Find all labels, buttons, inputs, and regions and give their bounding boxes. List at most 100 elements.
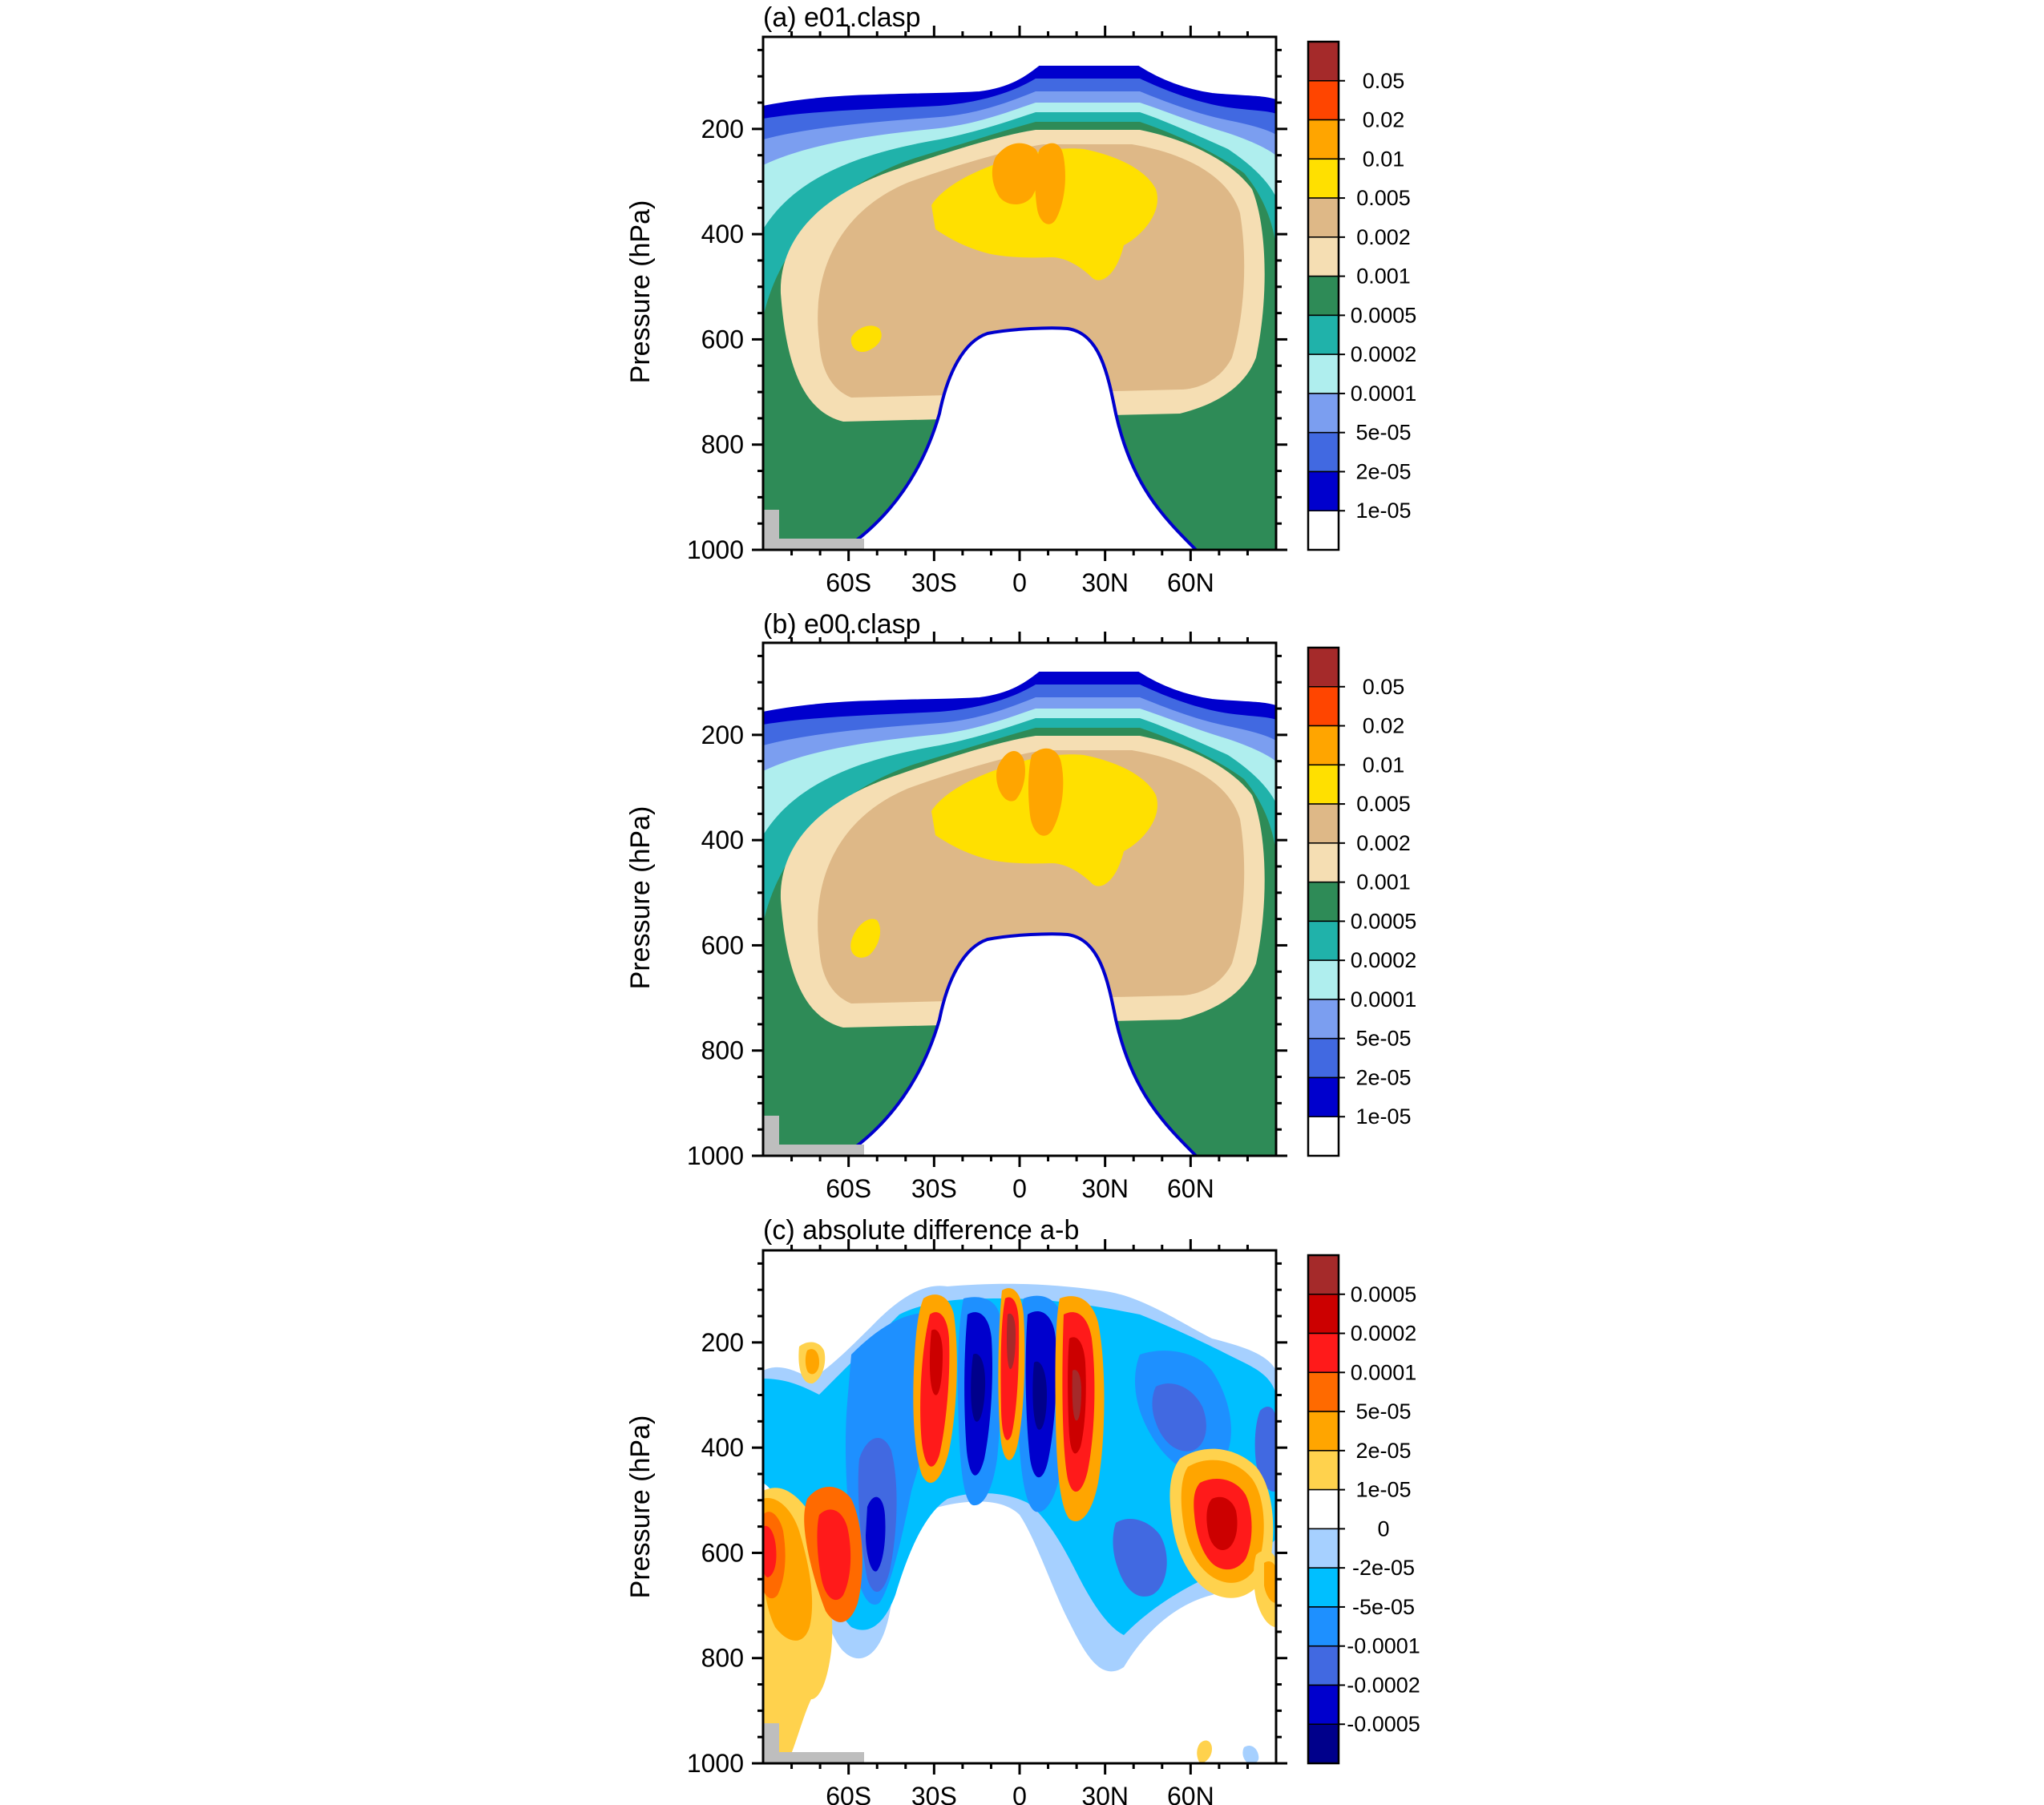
y-axis: 200 400 600 800 1000	[687, 654, 1287, 1170]
contour-filled-regions	[762, 66, 1277, 551]
colorbar-swatch	[1307, 842, 1339, 883]
x-tick-label: 60S	[826, 1782, 871, 1805]
colorbar-swatch	[1307, 803, 1339, 844]
colorbar-swatch	[1307, 119, 1339, 160]
y-tick-label: 1000	[687, 1749, 744, 1778]
colorbar-label: -0.0002	[1347, 1673, 1420, 1697]
colorbar-swatch	[1307, 510, 1339, 551]
y-axis: 200 400 600 800 1000	[687, 1262, 1287, 1778]
colorbar-label: 0.0005	[1351, 1282, 1417, 1306]
colorbar: 0.05 0.02 0.01 0.005 0.002 0.001 0.0005 0.0002 0…	[1307, 646, 1417, 1157]
x-tick-label: 0	[1012, 1174, 1027, 1203]
y-tick-label: 200	[701, 721, 744, 749]
colorbar-swatch	[1307, 197, 1339, 238]
contour-level-neg-0.0002	[1254, 1407, 1276, 1492]
contour-field	[761, 641, 1278, 1157]
colorbar-swatch	[1307, 158, 1339, 199]
colorbar-swatch	[1307, 686, 1339, 727]
contour-level-0.0002	[763, 1525, 777, 1577]
panel-b: (b) e00.clasp Pressure (hPa)	[625, 609, 1416, 1203]
contour-level-0.01	[992, 143, 1040, 204]
colorbar-label: 0.001	[1356, 870, 1411, 894]
colorbar-swatch	[1307, 1488, 1339, 1530]
y-tick-label: 1000	[687, 1141, 744, 1170]
colorbar-swatch	[1307, 881, 1339, 923]
colorbar-swatch	[1307, 80, 1339, 121]
colorbar-label: 5e-05	[1355, 1399, 1411, 1423]
colorbar-label: -5e-05	[1352, 1595, 1415, 1619]
x-tick-label: 0	[1012, 568, 1027, 597]
contour-level-5e-05	[805, 1349, 819, 1375]
y-axis-title: Pressure (hPa)	[625, 1415, 656, 1599]
topography-mask	[763, 1116, 864, 1156]
contour-level-neg-0.0002	[1152, 1383, 1206, 1452]
contour-level-0.005	[850, 325, 882, 353]
colorbar-swatch	[1307, 1371, 1339, 1412]
colorbar-label: -2e-05	[1352, 1556, 1415, 1580]
colorbar-label: -0.0005	[1347, 1712, 1420, 1736]
colorbar-swatch	[1307, 920, 1339, 961]
colorbar-swatch	[1307, 1723, 1339, 1764]
colorbar-label: 0	[1377, 1516, 1389, 1541]
x-tick-label: 60S	[826, 568, 871, 597]
colorbar: 0.05 0.02 0.01 0.005 0.002 0.001 0.0005 0.0002 0…	[1307, 40, 1416, 551]
x-tick-label: 60N	[1167, 1174, 1214, 1203]
upper-boundary-contour	[762, 66, 1277, 109]
contour-level-0.0002	[817, 1509, 851, 1601]
x-axis: 60S 30S 0 30N 60N	[790, 26, 1249, 597]
colorbar-swatch	[1307, 1645, 1339, 1686]
contour-level-0.01	[996, 750, 1025, 802]
x-tick-label: 30S	[911, 1174, 957, 1203]
y-axis-title: Pressure (hPa)	[625, 200, 656, 384]
x-tick-label: 30N	[1081, 568, 1129, 597]
colorbar-label: 5e-05	[1355, 421, 1411, 445]
colorbar-swatch	[1307, 41, 1339, 82]
x-tick-label: 60S	[826, 1174, 871, 1203]
colorbar-swatch	[1307, 1332, 1339, 1374]
x-tick-label: 60N	[1167, 568, 1214, 597]
contour-field	[761, 35, 1278, 551]
upper-boundary-contour	[762, 672, 1277, 715]
colorbar-frame	[1307, 646, 1340, 1157]
y-tick-label: 800	[701, 1036, 744, 1065]
colorbar-frame	[1307, 40, 1340, 551]
colorbar-label: 0.002	[1356, 225, 1411, 249]
colorbar-swatch	[1307, 1567, 1339, 1608]
contour-level-0.0005	[1206, 1496, 1238, 1551]
colorbar-swatch	[1307, 470, 1339, 511]
colorbar-swatch	[1307, 314, 1339, 355]
colorbar-label: 0.01	[1363, 147, 1405, 171]
colorbar-swatch	[1307, 1684, 1339, 1725]
colorbar-swatch	[1307, 999, 1339, 1040]
contour-field	[761, 1249, 1278, 1765]
colorbar-label: 0.05	[1363, 69, 1405, 93]
colorbar-label: 2e-05	[1355, 1439, 1411, 1463]
colorbar-label: 0.0005	[1351, 909, 1417, 933]
colorbar-swatch	[1307, 1528, 1339, 1569]
panel-title: (a) e01.clasp	[763, 2, 921, 33]
x-tick-label: 30S	[911, 1782, 957, 1805]
y-tick-label: 200	[701, 1328, 744, 1357]
colorbar-label: 0.005	[1356, 186, 1411, 210]
y-axis-title: Pressure (hPa)	[625, 806, 656, 990]
topography-mask	[763, 510, 864, 550]
colorbar-swatch	[1307, 959, 1339, 1000]
topography-mask	[763, 1723, 864, 1763]
contour-level-0.0005	[1072, 1370, 1081, 1421]
panel-a: (a) e01.clasp Pressure (hPa)	[625, 2, 1416, 597]
y-tick-label: 600	[701, 931, 744, 959]
y-tick-label: 400	[701, 826, 744, 854]
contour-level-2e-05	[1197, 1740, 1212, 1763]
panel-c: (c) absolute difference a-b Pressure (hP…	[625, 1215, 1420, 1805]
colorbar-swatch	[1307, 1254, 1339, 1295]
y-axis: 200 400 600 800 1000	[687, 48, 1287, 564]
colorbar-frame	[1307, 1254, 1340, 1765]
panel-title: (b) e00.clasp	[763, 609, 921, 640]
colorbar-label: 2e-05	[1355, 1065, 1411, 1089]
contour-level-neg-2e-05	[1242, 1746, 1259, 1763]
colorbar-label: 0.005	[1356, 792, 1411, 816]
colorbar-swatch	[1307, 275, 1339, 317]
colorbar-swatch	[1307, 1076, 1339, 1117]
contour-level-neg-0.0005	[1032, 1361, 1047, 1430]
